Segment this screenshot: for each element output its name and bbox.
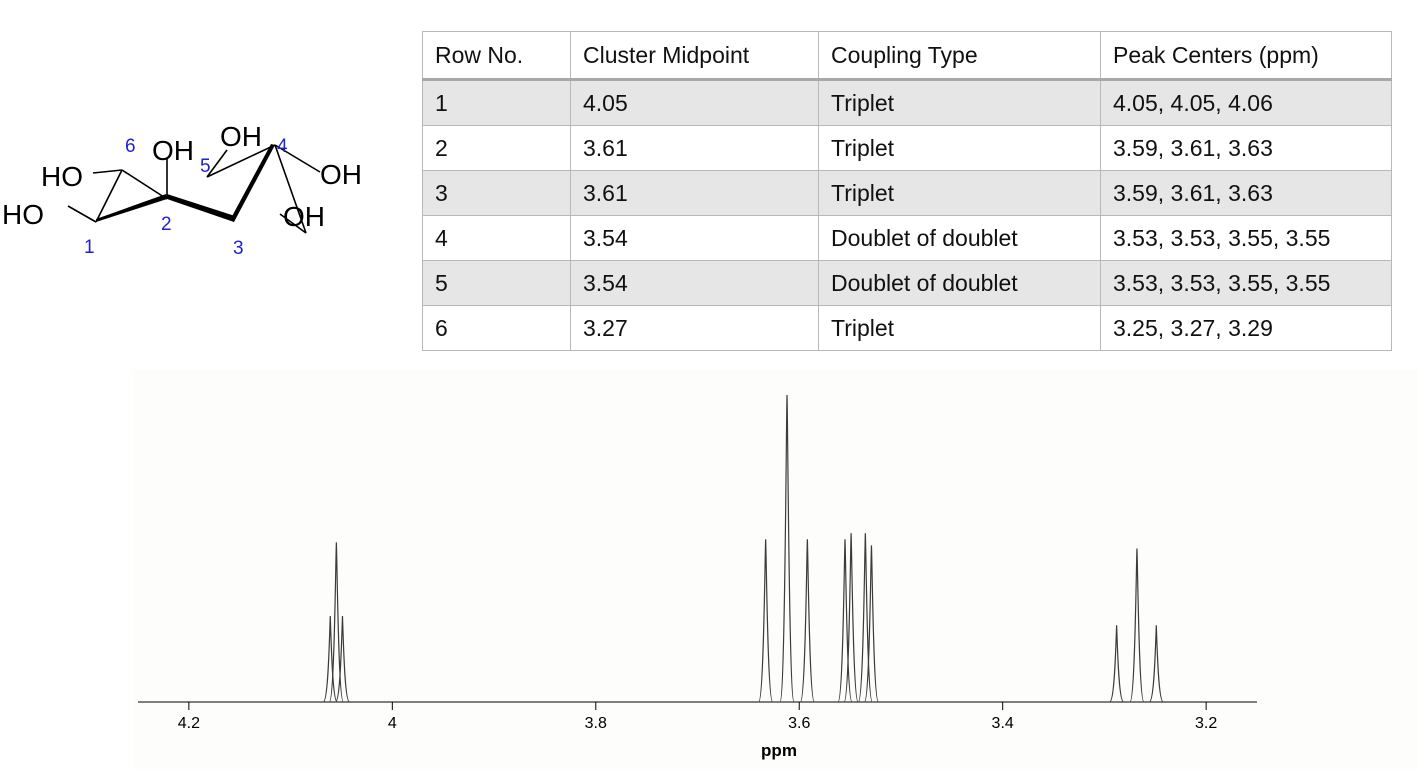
table-cell: 3.53, 3.53, 3.55, 3.55: [1100, 260, 1392, 306]
table-cell: Doublet of doublet: [818, 260, 1101, 306]
table-header-row: Row No. Cluster Midpoint Coupling Type P…: [422, 31, 1392, 81]
table-row: 5 3.54 Doublet of doublet 3.53, 3.53, 3.…: [422, 260, 1392, 306]
table-cell: 1: [422, 79, 571, 126]
nmr-spectrum: 4.2 4 3.8 3.6 3.4 3.2 ppm: [138, 394, 1257, 760]
oh-label: OH: [220, 121, 262, 152]
table-cell: Triplet: [818, 305, 1101, 351]
x-tick-label: 3.6: [788, 715, 810, 732]
table-cell: 4: [422, 215, 571, 261]
inositol-structure: OH OH OH OH HO HO 1 2 3 4 5 6: [2, 121, 362, 259]
carbon-number: 1: [84, 237, 95, 258]
table-row: 3 3.61 Triplet 3.59, 3.61, 3.63: [422, 170, 1392, 216]
oh-label: OH: [283, 201, 325, 232]
table-cell: Triplet: [818, 170, 1101, 216]
x-tick-label: 4.2: [178, 715, 200, 732]
table-cell: 3.61: [570, 170, 819, 216]
spectrum-peak: [863, 545, 880, 703]
carbon-number: 4: [277, 136, 288, 157]
table-cell: Triplet: [818, 125, 1101, 171]
table-cell: 3.27: [570, 305, 819, 351]
table-row: 2 3.61 Triplet 3.59, 3.61, 3.63: [422, 125, 1392, 171]
x-tick-label: 4: [388, 715, 397, 732]
column-header: Cluster Midpoint: [570, 31, 819, 81]
carbon-number: 2: [161, 214, 172, 235]
carbon-number: 3: [233, 238, 244, 259]
oh-label: OH: [320, 159, 362, 190]
ho-label: HO: [2, 199, 44, 230]
table-cell: 6: [422, 305, 571, 351]
ho-label: HO: [41, 161, 83, 192]
column-header: Row No.: [422, 31, 571, 81]
spectrum-peak: [328, 542, 344, 703]
nmr-spectrum-panel: 4.2 4 3.8 3.6 3.4 3.2 ppm: [133, 370, 1417, 769]
spectrum-peak: [779, 394, 795, 703]
table-cell: 3.59, 3.61, 3.63: [1100, 170, 1392, 216]
carbon-number: 5: [200, 156, 211, 177]
table-cell: 3.61: [570, 125, 819, 171]
x-axis-label: ppm: [761, 741, 797, 760]
table-cell: 4.05, 4.05, 4.06: [1100, 79, 1392, 126]
table-cell: 4.05: [570, 79, 819, 126]
spectrum-peak: [1129, 548, 1145, 703]
table-cell: 3.54: [570, 260, 819, 306]
spectrum-peak: [1109, 625, 1125, 703]
spectrum-peak: [334, 616, 351, 703]
spectrum-peak: [1148, 625, 1164, 703]
x-tick-label: 3.2: [1195, 715, 1217, 732]
table-cell: 3.54: [570, 215, 819, 261]
x-tick-label: 3.4: [992, 715, 1014, 732]
table-row: 1 4.05 Triplet 4.05, 4.05, 4.06: [422, 79, 1392, 126]
table-cell: 2: [422, 125, 571, 171]
oh-label: OH: [152, 135, 194, 166]
column-header: Coupling Type: [818, 31, 1101, 81]
table-cell: 3.25, 3.27, 3.29: [1100, 305, 1392, 351]
table-row: 4 3.54 Doublet of doublet 3.53, 3.53, 3.…: [422, 215, 1392, 261]
spectrum-peak: [322, 616, 338, 703]
table-cell: Triplet: [818, 79, 1101, 126]
spectrum-peak: [799, 539, 815, 703]
carbon-number: 6: [125, 136, 136, 157]
spectrum-peak: [843, 533, 859, 703]
table-row: 6 3.27 Triplet 3.25, 3.27, 3.29: [422, 305, 1392, 351]
peak-table: Row No. Cluster Midpoint Coupling Type P…: [422, 31, 1392, 351]
x-tick-label: 3.8: [585, 715, 607, 732]
table-cell: 3.53, 3.53, 3.55, 3.55: [1100, 215, 1392, 261]
table-cell: 5: [422, 260, 571, 306]
table-cell: 3.59, 3.61, 3.63: [1100, 125, 1392, 171]
table-cell: 3: [422, 170, 571, 216]
table-cell: Doublet of doublet: [818, 215, 1101, 261]
spectrum-peak: [837, 539, 853, 703]
spectrum-peak: [758, 539, 774, 703]
column-header: Peak Centers (ppm): [1100, 31, 1392, 81]
